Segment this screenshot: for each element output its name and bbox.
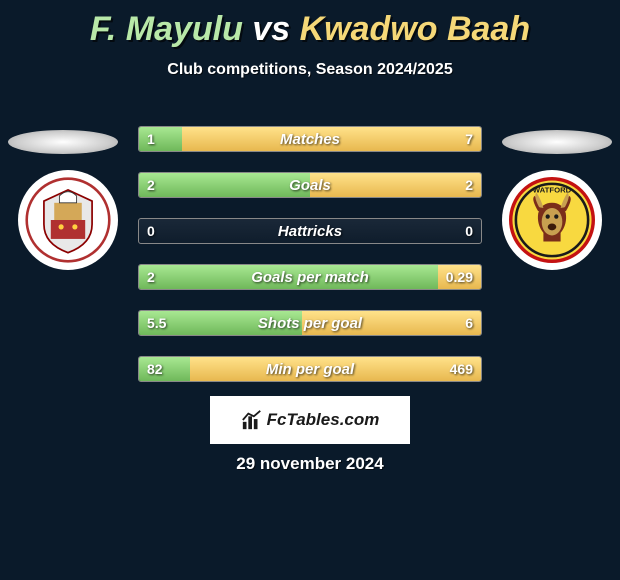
stat-row: 00Hattricks xyxy=(138,218,482,244)
player-right-name: Kwadwo Baah xyxy=(300,10,530,48)
stat-label: Min per goal xyxy=(139,357,481,381)
stat-row: 20.29Goals per match xyxy=(138,264,482,290)
watford-crest: WATFORD xyxy=(502,170,602,270)
stat-row: 22Goals xyxy=(138,172,482,198)
vs-separator: vs xyxy=(243,10,300,48)
svg-text:WATFORD: WATFORD xyxy=(533,185,572,194)
stat-label: Hattricks xyxy=(139,219,481,243)
stat-label: Shots per goal xyxy=(139,311,481,335)
stat-label: Matches xyxy=(139,127,481,151)
player-left-name: F. Mayulu xyxy=(90,10,243,48)
stat-row: 17Matches xyxy=(138,126,482,152)
stat-label: Goals xyxy=(139,173,481,197)
bristol-city-crest xyxy=(18,170,118,270)
watford-crest-icon: WATFORD xyxy=(509,177,595,263)
fctables-label: FcTables.com xyxy=(267,410,380,430)
stat-bars: 17Matches 22Goals 00Hattricks 20.29Goals pe… xyxy=(138,126,482,402)
stat-row: 82469Min per goal xyxy=(138,356,482,382)
stat-label: Goals per match xyxy=(139,265,481,289)
stat-row: 5.56Shots per goal xyxy=(138,310,482,336)
bristol-city-crest-icon xyxy=(25,177,111,263)
date-label: 29 november 2024 xyxy=(0,454,620,474)
fctables-badge: FcTables.com xyxy=(210,396,410,444)
platform-left xyxy=(8,130,118,154)
subtitle: Club competitions, Season 2024/2025 xyxy=(0,61,620,79)
comparison-title: F. Mayulu vs Kwadwo Baah xyxy=(0,0,620,49)
fctables-chart-icon xyxy=(241,409,263,431)
platform-right xyxy=(502,130,612,154)
